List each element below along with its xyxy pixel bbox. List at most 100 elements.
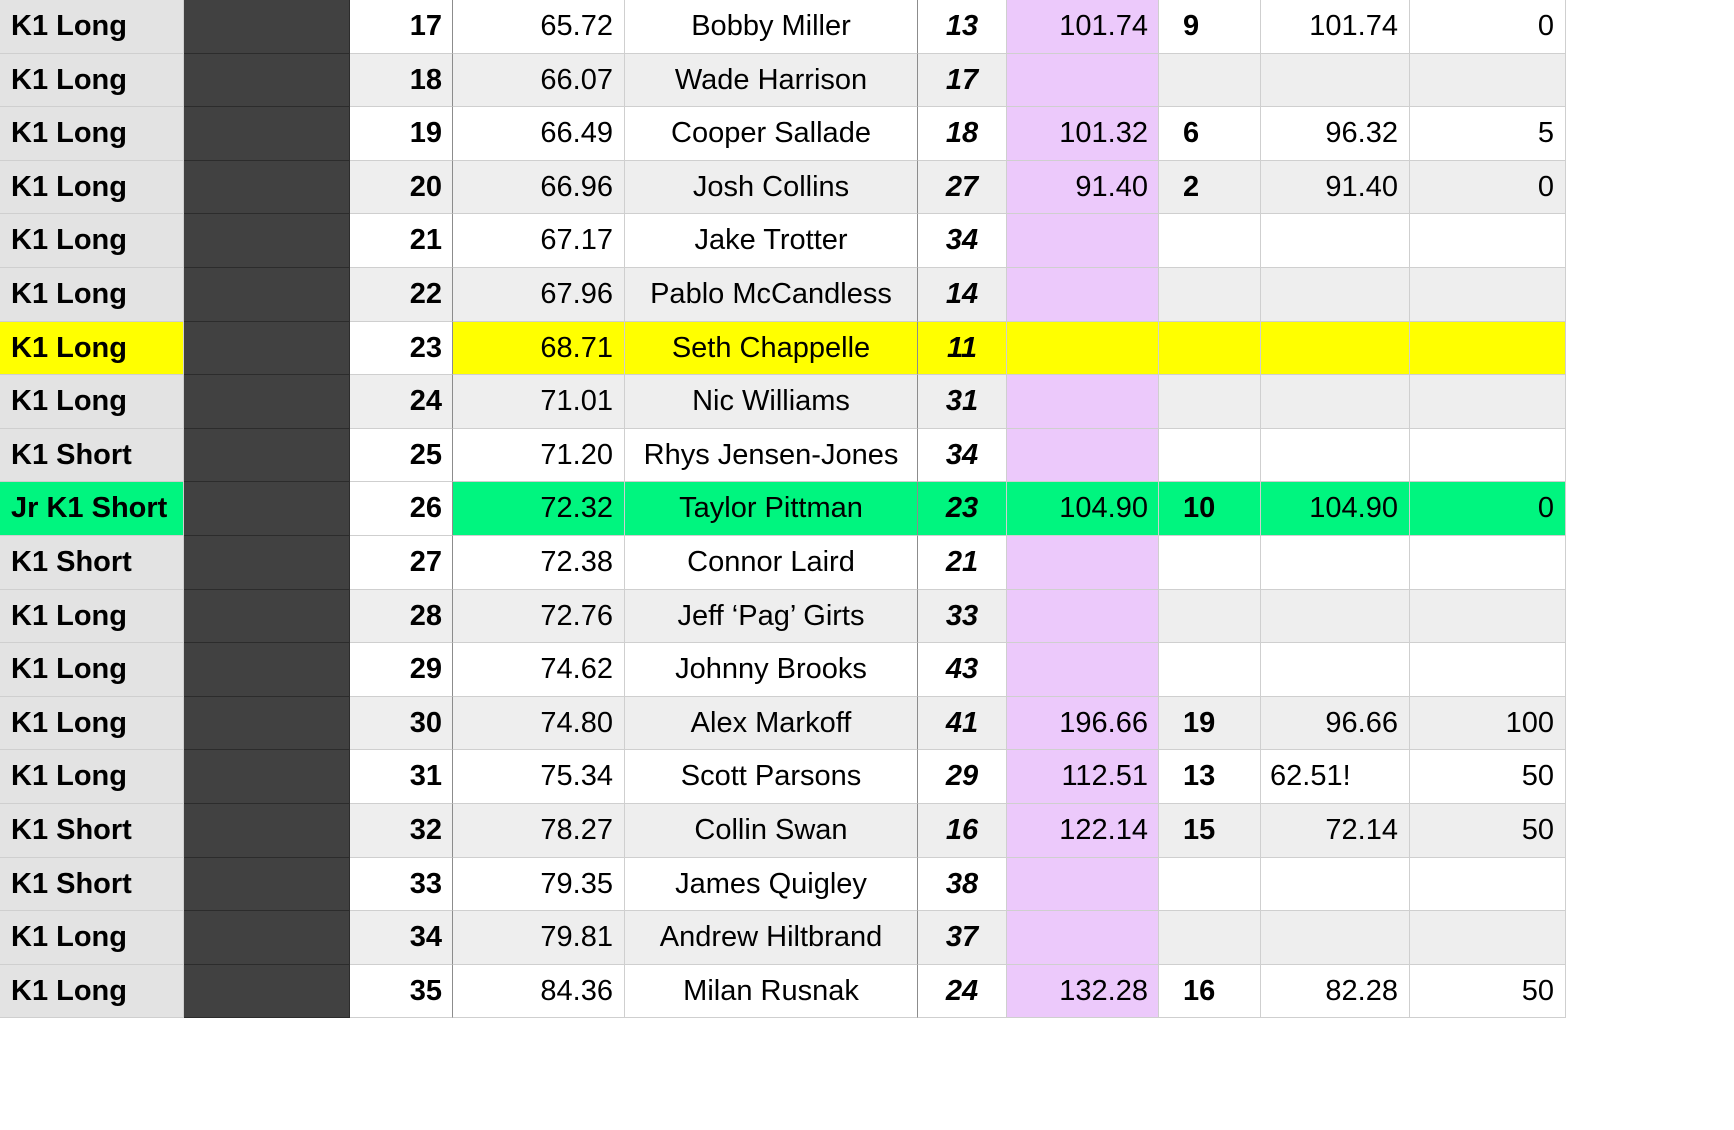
bib-cell[interactable]: 43 <box>918 643 1007 697</box>
penalty-cell[interactable] <box>1159 428 1261 483</box>
racer-name-cell[interactable]: Pablo McCandless <box>625 268 918 322</box>
racer-name-cell[interactable]: Johnny Brooks <box>625 643 918 697</box>
difference-cell[interactable]: 0 <box>1410 482 1566 536</box>
penalty-cell[interactable] <box>1159 321 1261 376</box>
difference-cell[interactable]: 5 <box>1410 107 1566 161</box>
race-class-cell[interactable]: K1 Long <box>0 160 184 215</box>
time-cell[interactable]: 66.96 <box>453 160 625 215</box>
race-class-cell[interactable]: K1 Long <box>0 643 184 697</box>
total-cell[interactable]: 122.14 <box>1007 804 1159 858</box>
difference-cell[interactable] <box>1410 643 1566 697</box>
place-cell[interactable]: 34 <box>350 911 453 965</box>
race-class-cell[interactable]: K1 Long <box>0 107 184 161</box>
racer-name-cell[interactable]: Jeff ‘Pag’ Girts <box>625 589 918 644</box>
difference-cell[interactable] <box>1410 536 1566 590</box>
penalty-cell[interactable]: 10 <box>1159 482 1261 536</box>
raw-time-cell[interactable] <box>1261 911 1410 965</box>
bib-cell[interactable]: 33 <box>918 589 1007 644</box>
total-cell[interactable] <box>1007 857 1159 912</box>
bib-cell[interactable]: 16 <box>918 804 1007 858</box>
bib-cell[interactable]: 17 <box>918 53 1007 108</box>
race-class-cell[interactable]: K1 Long <box>0 321 184 376</box>
bib-cell[interactable]: 41 <box>918 696 1007 751</box>
raw-time-cell[interactable] <box>1261 536 1410 590</box>
race-class-cell[interactable]: K1 Long <box>0 589 184 644</box>
time-cell[interactable]: 79.81 <box>453 911 625 965</box>
racer-name-cell[interactable]: Seth Chappelle <box>625 321 918 376</box>
race-class-cell[interactable]: K1 Long <box>0 964 184 1019</box>
place-cell[interactable]: 20 <box>350 160 453 215</box>
penalty-cell[interactable]: 19 <box>1159 696 1261 751</box>
difference-cell[interactable] <box>1410 857 1566 912</box>
difference-cell[interactable] <box>1410 268 1566 322</box>
racer-name-cell[interactable]: Wade Harrison <box>625 53 918 108</box>
place-cell[interactable]: 33 <box>350 857 453 912</box>
race-class-cell[interactable]: K1 Long <box>0 750 184 804</box>
place-cell[interactable]: 27 <box>350 536 453 590</box>
raw-time-cell[interactable] <box>1261 53 1410 108</box>
place-cell[interactable]: 26 <box>350 482 453 536</box>
penalty-cell[interactable]: 2 <box>1159 160 1261 215</box>
difference-cell[interactable]: 0 <box>1410 0 1566 54</box>
difference-cell[interactable] <box>1410 428 1566 483</box>
total-cell[interactable] <box>1007 536 1159 590</box>
raw-time-cell[interactable] <box>1261 643 1410 697</box>
time-cell[interactable]: 67.96 <box>453 268 625 322</box>
time-cell[interactable]: 71.01 <box>453 375 625 429</box>
race-class-cell[interactable]: K1 Short <box>0 428 184 483</box>
race-class-cell[interactable]: K1 Short <box>0 857 184 912</box>
penalty-cell[interactable] <box>1159 857 1261 912</box>
total-cell[interactable]: 112.51 <box>1007 750 1159 804</box>
raw-time-cell[interactable] <box>1261 321 1410 376</box>
raw-time-cell[interactable]: 96.66 <box>1261 696 1410 751</box>
time-cell[interactable]: 66.49 <box>453 107 625 161</box>
racer-name-cell[interactable]: Collin Swan <box>625 804 918 858</box>
raw-time-cell[interactable]: 101.74 <box>1261 0 1410 54</box>
total-cell[interactable] <box>1007 268 1159 322</box>
race-class-cell[interactable]: Jr K1 Short <box>0 482 184 536</box>
time-cell[interactable]: 79.35 <box>453 857 625 912</box>
time-cell[interactable]: 74.62 <box>453 643 625 697</box>
raw-time-cell[interactable] <box>1261 375 1410 429</box>
total-cell[interactable] <box>1007 375 1159 429</box>
race-class-cell[interactable]: K1 Long <box>0 268 184 322</box>
penalty-cell[interactable] <box>1159 268 1261 322</box>
raw-time-cell[interactable] <box>1261 214 1410 268</box>
time-cell[interactable]: 71.20 <box>453 428 625 483</box>
bib-cell[interactable]: 38 <box>918 857 1007 912</box>
time-cell[interactable]: 67.17 <box>453 214 625 268</box>
total-cell[interactable]: 132.28 <box>1007 964 1159 1019</box>
penalty-cell[interactable]: 16 <box>1159 964 1261 1019</box>
total-cell[interactable]: 101.74 <box>1007 0 1159 54</box>
place-cell[interactable]: 19 <box>350 107 453 161</box>
bib-cell[interactable]: 18 <box>918 107 1007 161</box>
total-cell[interactable] <box>1007 911 1159 965</box>
place-cell[interactable]: 28 <box>350 589 453 644</box>
bib-cell[interactable]: 24 <box>918 964 1007 1019</box>
racer-name-cell[interactable]: Andrew Hiltbrand <box>625 911 918 965</box>
raw-time-cell[interactable]: 72.14 <box>1261 804 1410 858</box>
bib-cell[interactable]: 13 <box>918 0 1007 54</box>
total-cell[interactable] <box>1007 643 1159 697</box>
total-cell[interactable] <box>1007 321 1159 376</box>
raw-time-cell[interactable]: 96.32 <box>1261 107 1410 161</box>
bib-cell[interactable]: 34 <box>918 428 1007 483</box>
penalty-cell[interactable]: 13 <box>1159 750 1261 804</box>
time-cell[interactable]: 66.07 <box>453 53 625 108</box>
difference-cell[interactable] <box>1410 911 1566 965</box>
place-cell[interactable]: 23 <box>350 321 453 376</box>
bib-cell[interactable]: 34 <box>918 214 1007 268</box>
race-class-cell[interactable]: K1 Short <box>0 536 184 590</box>
difference-cell[interactable] <box>1410 375 1566 429</box>
time-cell[interactable]: 65.72 <box>453 0 625 54</box>
penalty-cell[interactable] <box>1159 53 1261 108</box>
race-class-cell[interactable]: K1 Long <box>0 375 184 429</box>
bib-cell[interactable]: 14 <box>918 268 1007 322</box>
raw-time-cell[interactable] <box>1261 857 1410 912</box>
raw-time-cell[interactable]: 91.40 <box>1261 160 1410 215</box>
bib-cell[interactable]: 27 <box>918 160 1007 215</box>
racer-name-cell[interactable]: Taylor Pittman <box>625 482 918 536</box>
place-cell[interactable]: 25 <box>350 428 453 483</box>
difference-cell[interactable] <box>1410 214 1566 268</box>
penalty-cell[interactable] <box>1159 214 1261 268</box>
